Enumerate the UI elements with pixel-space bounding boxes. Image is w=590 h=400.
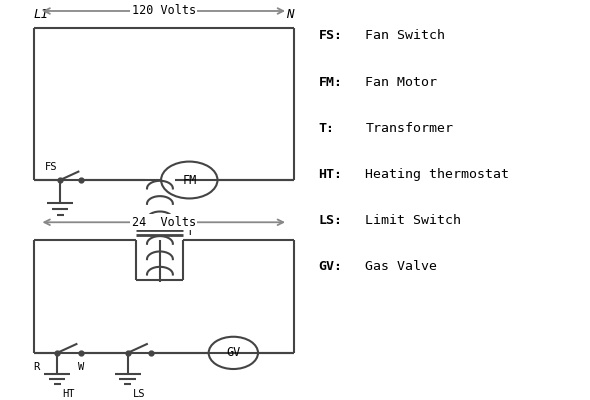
Text: GV: GV [226, 346, 241, 359]
Text: FS:: FS: [319, 30, 342, 42]
Text: T:: T: [319, 122, 335, 135]
Text: LS: LS [133, 389, 146, 399]
Text: W: W [77, 362, 84, 372]
Text: FM:: FM: [319, 76, 342, 88]
Text: HT:: HT: [319, 168, 342, 181]
Text: Transformer: Transformer [365, 122, 454, 135]
Text: Fan Motor: Fan Motor [365, 76, 437, 88]
Text: 120 Volts: 120 Volts [132, 4, 196, 18]
Text: HT: HT [63, 389, 75, 399]
Text: FS: FS [45, 162, 57, 172]
Text: Heating thermostat: Heating thermostat [365, 168, 510, 181]
Text: N: N [286, 8, 294, 20]
Text: LS:: LS: [319, 214, 342, 227]
Text: GV:: GV: [319, 260, 342, 273]
Text: 24  Volts: 24 Volts [132, 216, 196, 229]
Text: R: R [34, 362, 40, 372]
Text: L1: L1 [34, 8, 49, 20]
Text: Fan Switch: Fan Switch [365, 30, 445, 42]
Text: FM: FM [182, 174, 196, 186]
Text: Gas Valve: Gas Valve [365, 260, 437, 273]
Text: T: T [186, 227, 193, 237]
Text: Limit Switch: Limit Switch [365, 214, 461, 227]
